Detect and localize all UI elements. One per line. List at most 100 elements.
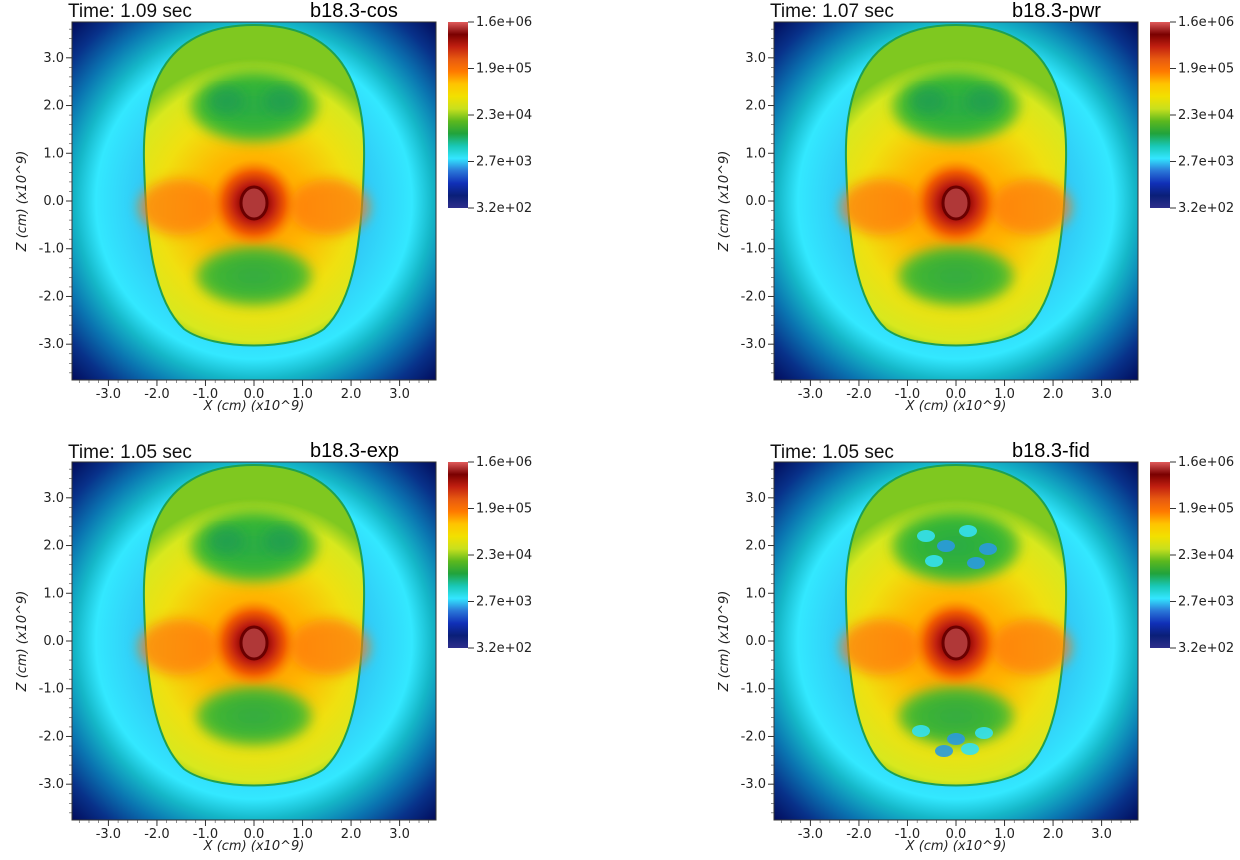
y-axis-label: Z (cm) (x10^9) xyxy=(15,591,30,693)
x-tick-label: 1.0 xyxy=(292,387,313,402)
heatmap-svg: -3.0 -2.0 -1.0 0.0 1.0 2.0 3.0 3.0 2.0 1.0 0.0 -1.0… xyxy=(717,455,1234,854)
y-axis-label: Z (cm) (x10^9) xyxy=(15,151,30,253)
x-tick-label: -3.0 xyxy=(96,387,121,402)
colorbar-tick-label: 3.2e+02 xyxy=(476,201,532,216)
y-tick-label: -1.0 xyxy=(39,242,64,257)
colorbar-tick-label: 1.9e+05 xyxy=(476,502,532,517)
x-tick-label: -2.0 xyxy=(144,827,169,842)
y-tick-label: 2.0 xyxy=(43,539,64,554)
core-center xyxy=(941,185,971,221)
colorbar xyxy=(448,462,468,648)
x-tick-label: 2.0 xyxy=(1043,827,1064,842)
x-tick-label: 2.0 xyxy=(341,387,362,402)
y-tick-label: -1.0 xyxy=(741,682,766,697)
x-tick-label: -2.0 xyxy=(144,387,169,402)
y-tick-label: 2.0 xyxy=(745,99,766,114)
core-center xyxy=(239,185,269,221)
y-tick-label: 1.0 xyxy=(43,586,64,601)
turbulent-cell xyxy=(912,725,930,737)
x-tick-label: 0.0 xyxy=(946,387,967,402)
y-tick-label: 1.0 xyxy=(43,146,64,161)
panel-b18-3-pwr: Time: 1.07 sec b18.3-pwr -3.0 -2.0 -1.0 0.0… xyxy=(712,0,1234,420)
colorbar-tick-label: 1.6e+06 xyxy=(1178,15,1234,30)
equatorial-lobe-right xyxy=(289,179,369,235)
colorbar-tick-label: 2.7e+03 xyxy=(1178,595,1234,610)
core-center xyxy=(941,625,971,661)
y-tick-label: -3.0 xyxy=(39,777,64,792)
x-tick-label: -3.0 xyxy=(798,827,823,842)
turbulent-cell xyxy=(947,733,965,745)
y-tick-label: 3.0 xyxy=(745,51,766,66)
run-label: b18.3-exp xyxy=(310,440,399,462)
turbulent-cell xyxy=(917,530,935,542)
equatorial-lobe-right xyxy=(991,179,1071,235)
x-tick-label: 1.0 xyxy=(292,827,313,842)
y-tick-label: 0.0 xyxy=(745,194,766,209)
y-tick-label: 3.0 xyxy=(43,491,64,506)
x-tick-label: -3.0 xyxy=(798,387,823,402)
x-tick-label: -1.0 xyxy=(895,387,920,402)
x-axis-label: X (cm) (x10^9) xyxy=(203,839,305,854)
equatorial-lobe-left xyxy=(139,179,219,235)
y-axis-label: Z (cm) (x10^9) xyxy=(717,151,732,253)
equatorial-lobe-left xyxy=(841,179,921,235)
colorbar-tick-label: 3.2e+02 xyxy=(1178,641,1234,656)
time-label: Time: 1.09 sec xyxy=(68,1,192,22)
y-tick-label: -2.0 xyxy=(741,289,766,304)
colorbar xyxy=(1150,22,1170,208)
y-tick-label: 0.0 xyxy=(43,194,64,209)
turbulent-cell xyxy=(925,555,943,567)
colorbar-tick-label: 1.9e+05 xyxy=(1178,502,1234,517)
upper-plume xyxy=(892,510,1020,582)
x-tick-label: 3.0 xyxy=(1091,827,1112,842)
equatorial-lobe-left xyxy=(139,619,219,675)
turbulent-cell xyxy=(959,525,977,537)
y-axis-label: Z (cm) (x10^9) xyxy=(717,591,732,693)
colorbar-tick-label: 2.3e+04 xyxy=(476,108,532,123)
x-tick-label: -1.0 xyxy=(895,827,920,842)
run-label: b18.3-cos xyxy=(310,0,398,22)
y-tick-label: 3.0 xyxy=(745,491,766,506)
colorbar-tick-label: 1.9e+05 xyxy=(1178,62,1234,77)
panel-b18-3-exp: Time: 1.05 sec b18.3-exp -3.0 -2.0 -1.0 0.0… xyxy=(10,440,532,860)
x-tick-label: 0.0 xyxy=(244,387,265,402)
colorbar-tick-label: 2.7e+03 xyxy=(1178,155,1234,170)
plume-cell xyxy=(208,87,244,115)
core-center xyxy=(239,625,269,661)
y-tick-label: 0.0 xyxy=(745,634,766,649)
x-tick-label: 2.0 xyxy=(1043,387,1064,402)
colorbar-tick-label: 2.3e+04 xyxy=(1178,108,1234,123)
colorbar-tick-label: 1.6e+06 xyxy=(476,15,532,30)
y-tick-label: 3.0 xyxy=(43,51,64,66)
x-axis-label: X (cm) (x10^9) xyxy=(203,399,305,414)
colorbar-tick-label: 2.7e+03 xyxy=(476,155,532,170)
x-tick-label: 1.0 xyxy=(994,827,1015,842)
plume-cell xyxy=(264,527,300,555)
y-tick-label: -3.0 xyxy=(741,337,766,352)
y-tick-label: -2.0 xyxy=(39,289,64,304)
x-tick-label: -1.0 xyxy=(193,827,218,842)
lower-plume xyxy=(196,686,312,746)
colorbar xyxy=(448,22,468,208)
y-tick-label: 2.0 xyxy=(745,539,766,554)
equatorial-lobe-right xyxy=(289,619,369,675)
y-tick-label: 2.0 xyxy=(43,99,64,114)
x-tick-label: -3.0 xyxy=(96,827,121,842)
x-tick-label: -2.0 xyxy=(846,827,871,842)
x-tick-label: 1.0 xyxy=(994,387,1015,402)
x-axis-label: X (cm) (x10^9) xyxy=(905,399,1007,414)
colorbar-tick-label: 2.3e+04 xyxy=(1178,548,1234,563)
colorbar-tick-label: 2.7e+03 xyxy=(476,595,532,610)
colorbar-tick-label: 1.6e+06 xyxy=(476,455,532,470)
colorbar-tick-label: 1.6e+06 xyxy=(1178,455,1234,470)
x-tick-label: -2.0 xyxy=(846,387,871,402)
panel-b18-3-fid: Time: 1.05 sec b18.3-fid -3.0 -2.0 -1.0 0.0… xyxy=(712,440,1234,860)
run-label: b18.3-fid xyxy=(1012,440,1090,462)
time-label: Time: 1.05 sec xyxy=(68,442,192,463)
y-tick-label: 0.0 xyxy=(43,634,64,649)
x-tick-label: 0.0 xyxy=(244,827,265,842)
y-tick-label: 1.0 xyxy=(745,586,766,601)
time-label: Time: 1.05 sec xyxy=(770,442,894,463)
x-axis-label: X (cm) (x10^9) xyxy=(905,839,1007,854)
x-tick-label: 0.0 xyxy=(946,827,967,842)
